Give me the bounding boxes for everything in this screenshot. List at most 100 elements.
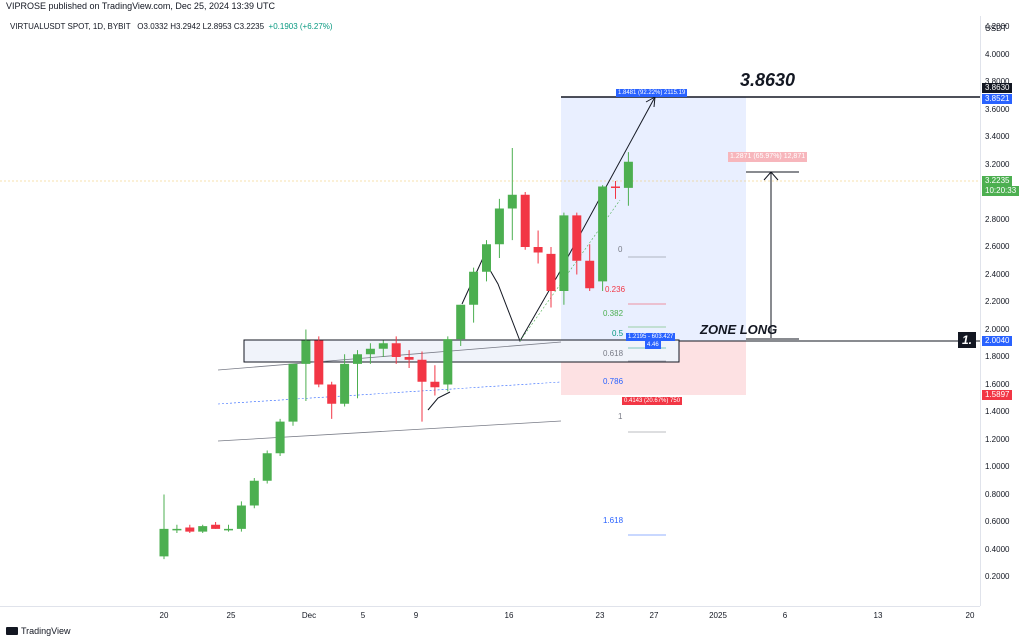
time-axis-label: 5 xyxy=(360,611,366,620)
time-axis-label: 23 xyxy=(595,611,605,620)
candle-body xyxy=(340,363,350,404)
price-axis-label: 3.2000 xyxy=(985,159,1010,169)
price-axis-label: 2.8000 xyxy=(985,214,1010,224)
stop-price-tag: 1.5897 xyxy=(982,390,1013,400)
target-price-tag: 3.8630 xyxy=(982,83,1013,93)
candle-body xyxy=(559,215,569,291)
time-axis-label: 20 xyxy=(159,611,169,620)
time-axis-label: 25 xyxy=(226,611,236,620)
fib-level-label: 1.618 xyxy=(603,516,624,525)
symbol-name[interactable]: VIRTUALUSDT SPOT, 1D, BYBIT xyxy=(10,22,131,31)
price-axis-label: 1.6000 xyxy=(985,379,1010,389)
time-axis-label: 9 xyxy=(413,611,419,620)
symbol-ohlc-bar: VIRTUALUSDT SPOT, 1D, BYBIT O3.0332 H3.2… xyxy=(10,22,333,31)
candle-body xyxy=(482,244,491,272)
one-label: 1. xyxy=(958,332,977,348)
price-axis-label: 1.2000 xyxy=(985,434,1010,444)
price-axis-label: 0.4000 xyxy=(985,544,1010,554)
candle-body xyxy=(198,526,208,532)
price-axis-label: 0.2000 xyxy=(985,572,1010,581)
time-axis-label: 2025 xyxy=(709,611,727,620)
projection-arrowhead xyxy=(645,96,656,108)
current-price-tag: 3.2235 xyxy=(982,176,1013,186)
zone-long-label: ZONE LONG xyxy=(700,322,778,337)
candle-body xyxy=(224,528,233,531)
channel-top-line xyxy=(217,341,562,371)
candle-body xyxy=(327,384,337,404)
fib-level-label: 0.236 xyxy=(605,285,626,294)
price-axis[interactable]: USDT 4.2000 4.0000 3.8000 3.6000 3.4000 3.200… xyxy=(980,16,1024,606)
tradingview-footer[interactable]: TradingView xyxy=(6,626,71,636)
price-axis-label: 0.6000 xyxy=(985,517,1010,526)
price-chart[interactable] xyxy=(0,0,980,622)
fib-level-label: 0.382 xyxy=(603,309,624,318)
entry-price-tag: 2.0040 xyxy=(982,336,1013,346)
candle-body xyxy=(598,186,608,282)
entry-box-label: 1.2195 - 603.427 xyxy=(626,333,676,341)
candle-body xyxy=(572,215,582,261)
candle-body xyxy=(430,381,440,388)
candle-body xyxy=(507,194,517,209)
price-axis-label: 3.6000 xyxy=(985,104,1010,114)
price-axis-label: 0.8000 xyxy=(985,489,1010,499)
target-label: 3.8630 xyxy=(740,70,796,90)
candle-body xyxy=(288,363,298,422)
candle-body xyxy=(378,343,388,349)
time-axis-label: 20 xyxy=(965,611,975,620)
currency-label: USDT xyxy=(985,24,1007,33)
candle-body xyxy=(314,340,324,385)
price-axis-label: 4.2000 xyxy=(985,22,1010,31)
candle-body xyxy=(353,354,362,364)
candle-body xyxy=(585,260,595,289)
candle-body xyxy=(159,528,169,557)
candle-body xyxy=(185,527,195,532)
candle-body xyxy=(546,253,556,291)
price-axis-label: 2.0000 xyxy=(985,324,1010,334)
price-axis-label: 2.4000 xyxy=(985,269,1010,279)
zone-long-rect xyxy=(243,339,680,363)
stop-box-label: 0.4143 (20.67%) 750 xyxy=(622,397,683,405)
candle-body xyxy=(417,359,427,382)
candle-body xyxy=(456,304,466,340)
candle-body xyxy=(494,208,504,245)
profit-box-label: 1.8481 (92.22%) 2115.19 xyxy=(616,89,688,97)
fib-level-label: 1 xyxy=(618,412,623,421)
measure-box-label: 1.2871 (65.97%) 12,871 xyxy=(728,152,808,162)
price-axis-label: 1.0000 xyxy=(985,462,1010,471)
time-axis[interactable]: 20 25 Dec 5 9 16 23 27 2025 6 13 20 xyxy=(0,606,980,623)
time-axis-label: 27 xyxy=(649,611,659,620)
long-profit-zone xyxy=(561,97,746,341)
change-value: +0.1903 (+6.27%) xyxy=(268,22,333,31)
price-axis-label: 4.0000 xyxy=(985,49,1010,59)
small-pattern-path xyxy=(427,391,451,411)
candle-body xyxy=(391,343,401,357)
candle-body xyxy=(275,421,285,454)
candle-body xyxy=(365,348,375,355)
fib-level-label: 0.786 xyxy=(603,377,624,386)
fib-level-label: 0 xyxy=(618,245,623,254)
candle-body xyxy=(623,161,633,188)
entry-box-label-2: 4.46 xyxy=(645,341,661,349)
candle-body xyxy=(211,524,221,529)
fib-level-label: 0.5 xyxy=(612,329,624,338)
time-axis-label: 13 xyxy=(873,611,883,620)
price-axis-label: 2.6000 xyxy=(985,242,1010,251)
time-axis-label: 16 xyxy=(504,611,514,620)
candle-body xyxy=(236,505,246,529)
tradingview-logo-icon xyxy=(6,627,18,635)
candle-body xyxy=(262,453,272,481)
price-axis-label: 3.8000 xyxy=(985,77,1010,86)
candle-body xyxy=(443,339,453,385)
ohlc-values: O3.0332 H3.2942 L2.8953 C3.2235 xyxy=(137,22,265,31)
price-axis-label: 1.8000 xyxy=(985,352,1010,361)
measure-arrowhead xyxy=(763,171,779,181)
candle-body xyxy=(533,247,543,253)
price-axis-label: 3.4000 xyxy=(985,132,1010,141)
price-axis-label: 2.2000 xyxy=(985,297,1010,306)
candle-body xyxy=(404,357,414,360)
candle-body xyxy=(469,271,479,305)
fib-level-label: 0.618 xyxy=(603,349,624,358)
candle-body xyxy=(520,194,530,247)
countdown-tag: 10:20:33 xyxy=(982,186,1020,196)
tp-price-tag: 3.8521 xyxy=(982,94,1013,104)
